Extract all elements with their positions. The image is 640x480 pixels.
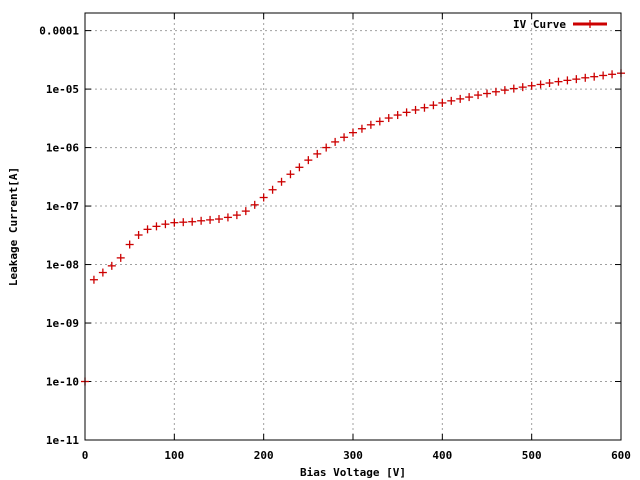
data-point bbox=[349, 128, 357, 137]
data-point bbox=[215, 215, 223, 224]
x-tick-label: 300 bbox=[343, 449, 363, 462]
data-point bbox=[188, 217, 197, 226]
data-series-iv-curve bbox=[81, 69, 625, 386]
data-point bbox=[357, 124, 366, 133]
y-tick-label: 1e-07 bbox=[46, 200, 79, 213]
data-point bbox=[250, 200, 259, 209]
y-tick-label: 0.0001 bbox=[39, 25, 79, 38]
data-point bbox=[590, 72, 599, 81]
data-point bbox=[286, 170, 295, 179]
data-point bbox=[402, 108, 411, 117]
data-point bbox=[206, 215, 215, 224]
x-tick-label: 400 bbox=[432, 449, 452, 462]
data-point bbox=[107, 261, 116, 270]
data-point bbox=[572, 75, 581, 84]
x-tick-label: 600 bbox=[611, 449, 631, 462]
data-point bbox=[420, 103, 429, 112]
data-point bbox=[134, 231, 143, 240]
y-tick-label: 1e-10 bbox=[46, 376, 79, 389]
data-point bbox=[322, 143, 331, 152]
data-point bbox=[500, 86, 509, 95]
data-point bbox=[259, 193, 268, 202]
data-point bbox=[197, 216, 206, 225]
x-tick-label: 100 bbox=[164, 449, 184, 462]
data-point bbox=[232, 211, 241, 220]
data-point bbox=[277, 177, 286, 186]
data-point bbox=[366, 120, 375, 129]
x-tick-label: 0 bbox=[82, 449, 89, 462]
x-tick-label: 200 bbox=[254, 449, 274, 462]
data-point bbox=[518, 83, 527, 92]
data-point bbox=[331, 137, 340, 146]
data-point bbox=[313, 149, 322, 158]
data-point bbox=[429, 101, 438, 110]
x-tick-label: 500 bbox=[522, 449, 542, 462]
data-point bbox=[116, 253, 125, 262]
data-point bbox=[456, 94, 465, 103]
data-point bbox=[98, 268, 107, 277]
data-point bbox=[599, 71, 608, 80]
data-point bbox=[89, 275, 98, 284]
data-point bbox=[509, 84, 518, 93]
data-point bbox=[375, 117, 384, 126]
data-point bbox=[491, 87, 500, 96]
plot-area-frame bbox=[84, 12, 622, 441]
data-point bbox=[143, 225, 152, 234]
y-tick-label: 1e-09 bbox=[46, 317, 79, 330]
data-point bbox=[304, 156, 313, 165]
y-tick-label: 1e-11 bbox=[46, 434, 79, 447]
y-tick-label: 1e-06 bbox=[46, 142, 79, 155]
data-point bbox=[384, 114, 393, 123]
legend: IV Curve bbox=[513, 18, 607, 31]
data-point bbox=[241, 207, 250, 216]
data-point bbox=[581, 73, 590, 82]
data-point bbox=[125, 240, 134, 249]
data-point bbox=[447, 96, 456, 105]
y-tick-label: 1e-05 bbox=[46, 83, 79, 96]
legend-label-iv-curve: IV Curve bbox=[513, 18, 566, 31]
axis-ticks: 0 100 200 300 400 500 600 1e-11 1e-10 1e-09 1e-08 1… bbox=[39, 13, 631, 462]
data-point bbox=[474, 91, 483, 100]
data-point bbox=[554, 77, 563, 86]
data-point bbox=[438, 98, 447, 107]
data-point bbox=[393, 111, 402, 120]
data-point bbox=[268, 185, 277, 194]
data-point bbox=[608, 70, 617, 79]
data-point bbox=[536, 80, 545, 89]
data-point bbox=[527, 81, 536, 90]
data-point bbox=[563, 76, 572, 85]
data-point bbox=[465, 93, 474, 102]
y-axis-label: Leakage Current[A] bbox=[7, 167, 20, 286]
data-point bbox=[545, 79, 554, 88]
data-point bbox=[340, 133, 349, 142]
data-point bbox=[223, 213, 232, 222]
data-point bbox=[161, 220, 170, 229]
data-point bbox=[152, 222, 161, 231]
x-axis-label: Bias Voltage [V] bbox=[300, 466, 406, 479]
data-point bbox=[179, 218, 188, 227]
data-point bbox=[295, 163, 304, 172]
data-point bbox=[483, 89, 491, 98]
y-tick-label: 1e-08 bbox=[46, 259, 79, 272]
data-point bbox=[170, 218, 179, 227]
data-point bbox=[411, 105, 420, 114]
